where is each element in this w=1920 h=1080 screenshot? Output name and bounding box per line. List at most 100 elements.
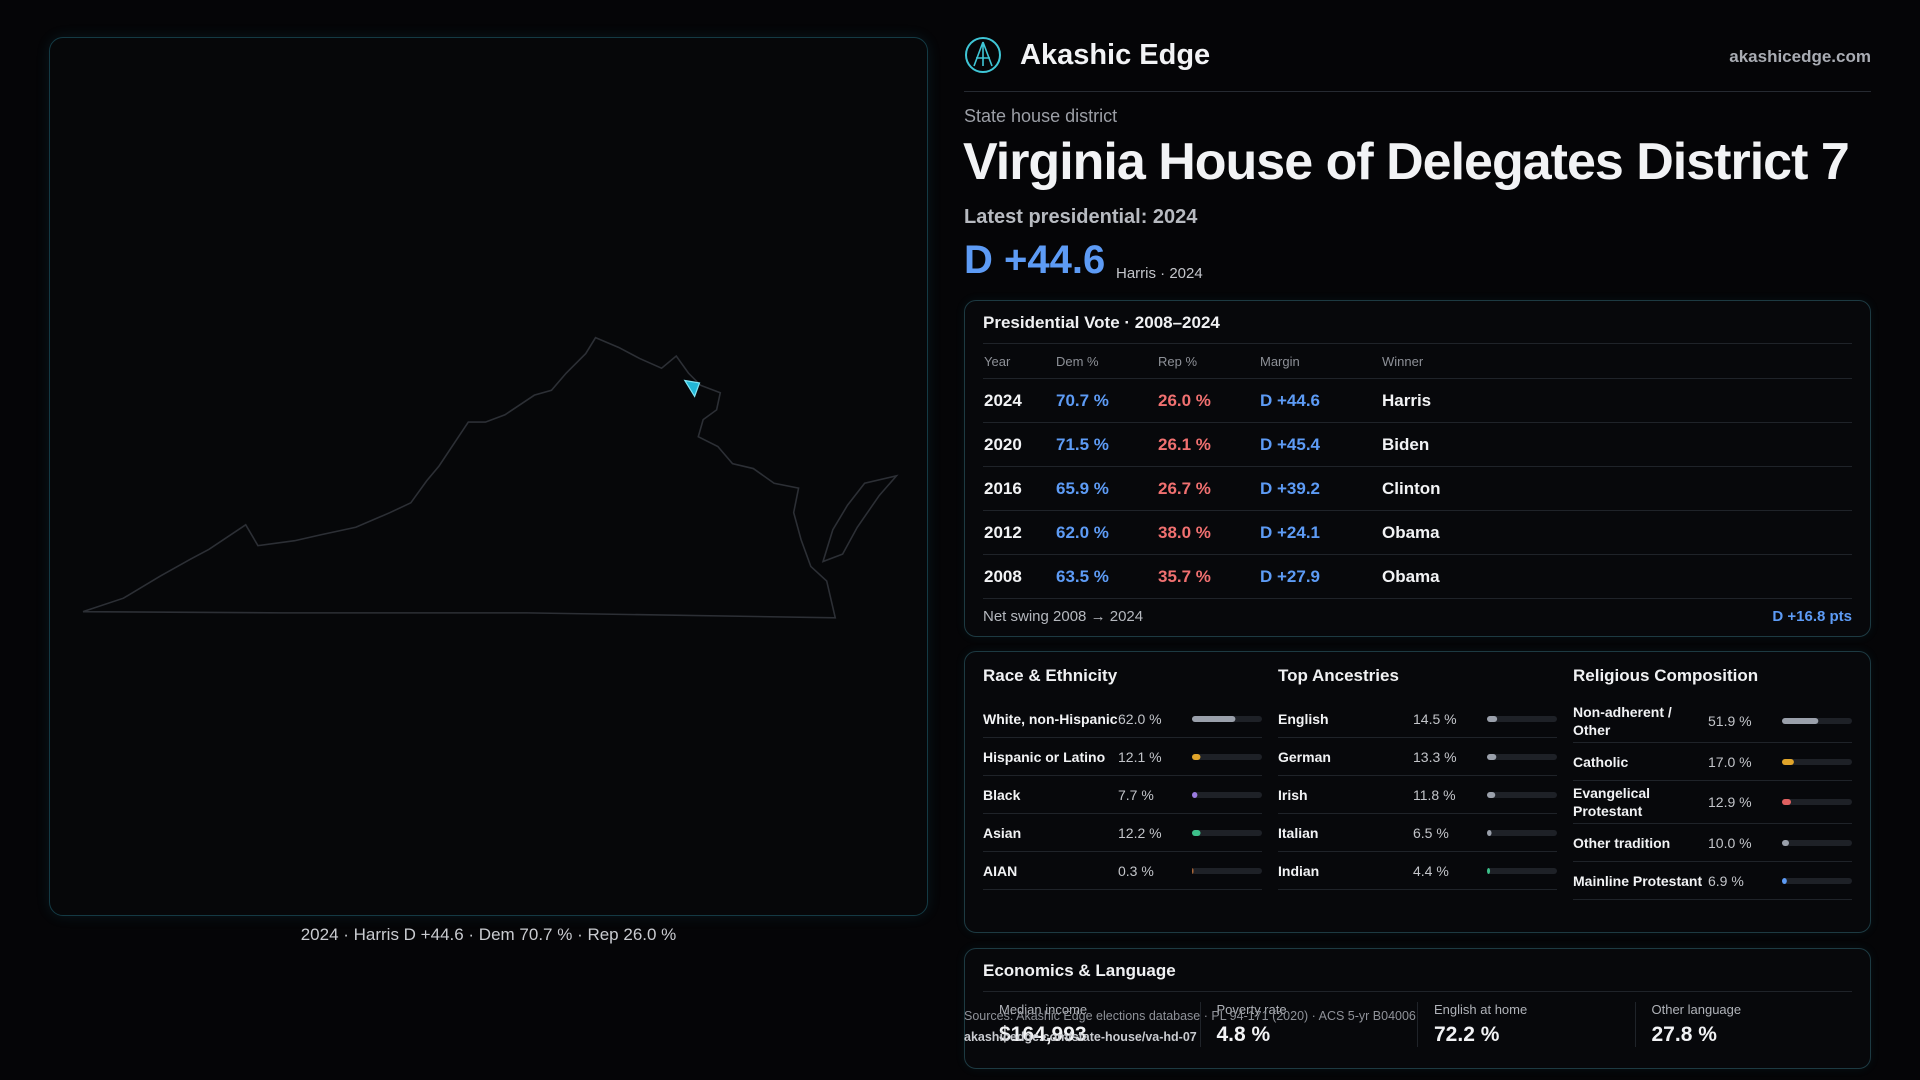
demo-value: 14.5 % bbox=[1413, 710, 1457, 727]
map-caption: 2024 · Harris D +44.6 · Dem 70.7 % · Rep… bbox=[300, 925, 677, 944]
demo-label: Black bbox=[983, 786, 1021, 803]
bar-track bbox=[1782, 799, 1852, 805]
table-cell: 71.5 % bbox=[1055, 422, 1157, 467]
demo-label: Indian bbox=[1278, 862, 1320, 879]
site-link[interactable]: akashicedge.com bbox=[1729, 47, 1871, 66]
bar bbox=[1192, 829, 1201, 836]
bar bbox=[1192, 753, 1201, 760]
section-title: Religious Composition bbox=[1573, 666, 1759, 685]
sources: Sources: Akashic Edge elections database… bbox=[964, 1006, 1416, 1048]
stat-label: Other language bbox=[1651, 1002, 1742, 1017]
table-cell: Biden bbox=[1381, 422, 1852, 467]
demo-value: 10.0 % bbox=[1708, 834, 1752, 851]
divider bbox=[964, 91, 1871, 92]
bar-track bbox=[1192, 829, 1262, 836]
track bbox=[1192, 791, 1262, 798]
demo-value: 13.3 % bbox=[1413, 748, 1457, 765]
track bbox=[1782, 839, 1852, 846]
demo-label: Evangelical Protestant bbox=[1573, 785, 1651, 819]
stat-label: Poverty rate bbox=[1216, 1002, 1287, 1017]
demo-label: Mainline Protestant bbox=[1573, 872, 1703, 889]
margin-note: Harris · 2024 bbox=[1116, 265, 1203, 282]
track bbox=[1487, 715, 1557, 722]
table-cell: 63.5 % bbox=[1055, 554, 1157, 599]
bar bbox=[1192, 867, 1194, 874]
table-cell: 70.7 % bbox=[1055, 378, 1157, 423]
demo-value: 11.8 % bbox=[1413, 786, 1456, 803]
table-cell: 2020 bbox=[983, 422, 1055, 467]
demo-label: AIAN bbox=[983, 862, 1018, 879]
table-cell: 26.1 % bbox=[1157, 422, 1259, 467]
table-cell: D +45.4 bbox=[1259, 422, 1381, 467]
demo-value: 51.9 % bbox=[1708, 713, 1752, 729]
bar-track bbox=[1192, 715, 1262, 722]
demo-row: Indian 4.4 % bbox=[1278, 852, 1557, 890]
bar-track bbox=[1192, 753, 1262, 760]
map-panel bbox=[49, 37, 928, 916]
table-cell: 65.9 % bbox=[1055, 466, 1157, 511]
demo-row: Evangelical Protestant 12.9 % bbox=[1573, 781, 1852, 824]
demo-row: Non-adherent / Other 51.9 % bbox=[1573, 700, 1852, 743]
table-cell: 35.7 % bbox=[1157, 554, 1259, 599]
table-row: 2008 63.5 % 35.7 % D +27.9 Obama bbox=[983, 554, 1852, 599]
track bbox=[1782, 799, 1852, 805]
track bbox=[1192, 753, 1262, 760]
table-cell: Harris bbox=[1381, 378, 1852, 423]
demo-label: Hispanic or Latino bbox=[983, 748, 1106, 765]
bar-track bbox=[1487, 753, 1557, 760]
column-header: Year bbox=[983, 344, 1055, 379]
table-cell: 62.0 % bbox=[1055, 510, 1157, 555]
eastern-shore bbox=[821, 474, 899, 563]
demographics-panel: Race & Ethnicity White, non-Hispanic 62.0 … bbox=[964, 651, 1871, 933]
bar bbox=[1782, 877, 1787, 884]
demo-label: Catholic bbox=[1573, 753, 1629, 770]
headline-margin: D +44.6 bbox=[964, 238, 1106, 282]
state-outline bbox=[82, 336, 837, 619]
panel-title: Economics & Language bbox=[983, 961, 1852, 992]
bar-track bbox=[1782, 877, 1852, 884]
demo-row: Mainline Protestant 6.9 % bbox=[1573, 862, 1852, 900]
table-cell: 2016 bbox=[983, 466, 1055, 511]
table-cell: Obama bbox=[1381, 554, 1852, 599]
demo-row: Asian 12.2 % bbox=[983, 814, 1262, 852]
bar bbox=[1487, 829, 1492, 836]
bar-track bbox=[1192, 867, 1262, 874]
track bbox=[1192, 867, 1262, 874]
table-cell: 38.0 % bbox=[1157, 510, 1259, 555]
demo-value: 12.1 % bbox=[1118, 748, 1162, 765]
demo-row: AIAN 0.3 % bbox=[983, 852, 1262, 890]
stats: Median income $164,993 Poverty rate 4.8 % En… bbox=[983, 1002, 1852, 1047]
bar-track bbox=[1192, 791, 1262, 798]
demo-label: White, non-Hispanic bbox=[983, 710, 1118, 727]
stat-label: English at home bbox=[1434, 1002, 1528, 1017]
table-cell: 26.7 % bbox=[1157, 466, 1259, 511]
column-header: Dem % bbox=[1055, 344, 1157, 379]
logo bbox=[965, 37, 1001, 73]
stat: Median income $164,993 bbox=[983, 1002, 1200, 1047]
track bbox=[1487, 867, 1557, 874]
bar bbox=[1487, 791, 1496, 798]
demo-row: Irish 11.8 % bbox=[1278, 776, 1557, 814]
bar bbox=[1782, 799, 1792, 805]
stat-value: 72.2 % bbox=[1434, 1023, 1500, 1046]
net-swing: Net swing 2008 → 2024 D +16.8 pts bbox=[983, 608, 1852, 625]
bar bbox=[1192, 791, 1198, 798]
demo-value: 12.9 % bbox=[1708, 794, 1752, 810]
track bbox=[1192, 829, 1262, 836]
table-cell: 2008 bbox=[983, 554, 1055, 599]
page-url[interactable]: akashicedge.com/state-house/va-hd-07 bbox=[964, 1030, 1197, 1044]
demo-row: Italian 6.5 % bbox=[1278, 814, 1557, 852]
demo-label: Irish bbox=[1278, 786, 1308, 803]
demo-value: 62.0 % bbox=[1118, 710, 1162, 727]
bar bbox=[1487, 867, 1491, 874]
bar-track bbox=[1782, 758, 1852, 765]
demo-value: 4.4 % bbox=[1413, 862, 1449, 879]
demo-label: German bbox=[1278, 748, 1331, 765]
stat-value: 4.8 % bbox=[1216, 1023, 1271, 1046]
section-title: Top Ancestries bbox=[1278, 666, 1399, 685]
demo-row: White, non-Hispanic 62.0 % bbox=[983, 700, 1262, 738]
brand: Akashic Edge bbox=[964, 36, 1210, 74]
bar-track bbox=[1487, 867, 1557, 874]
demo-section: Race & Ethnicity White, non-Hispanic 62.0 … bbox=[983, 666, 1262, 918]
bar bbox=[1192, 715, 1236, 722]
